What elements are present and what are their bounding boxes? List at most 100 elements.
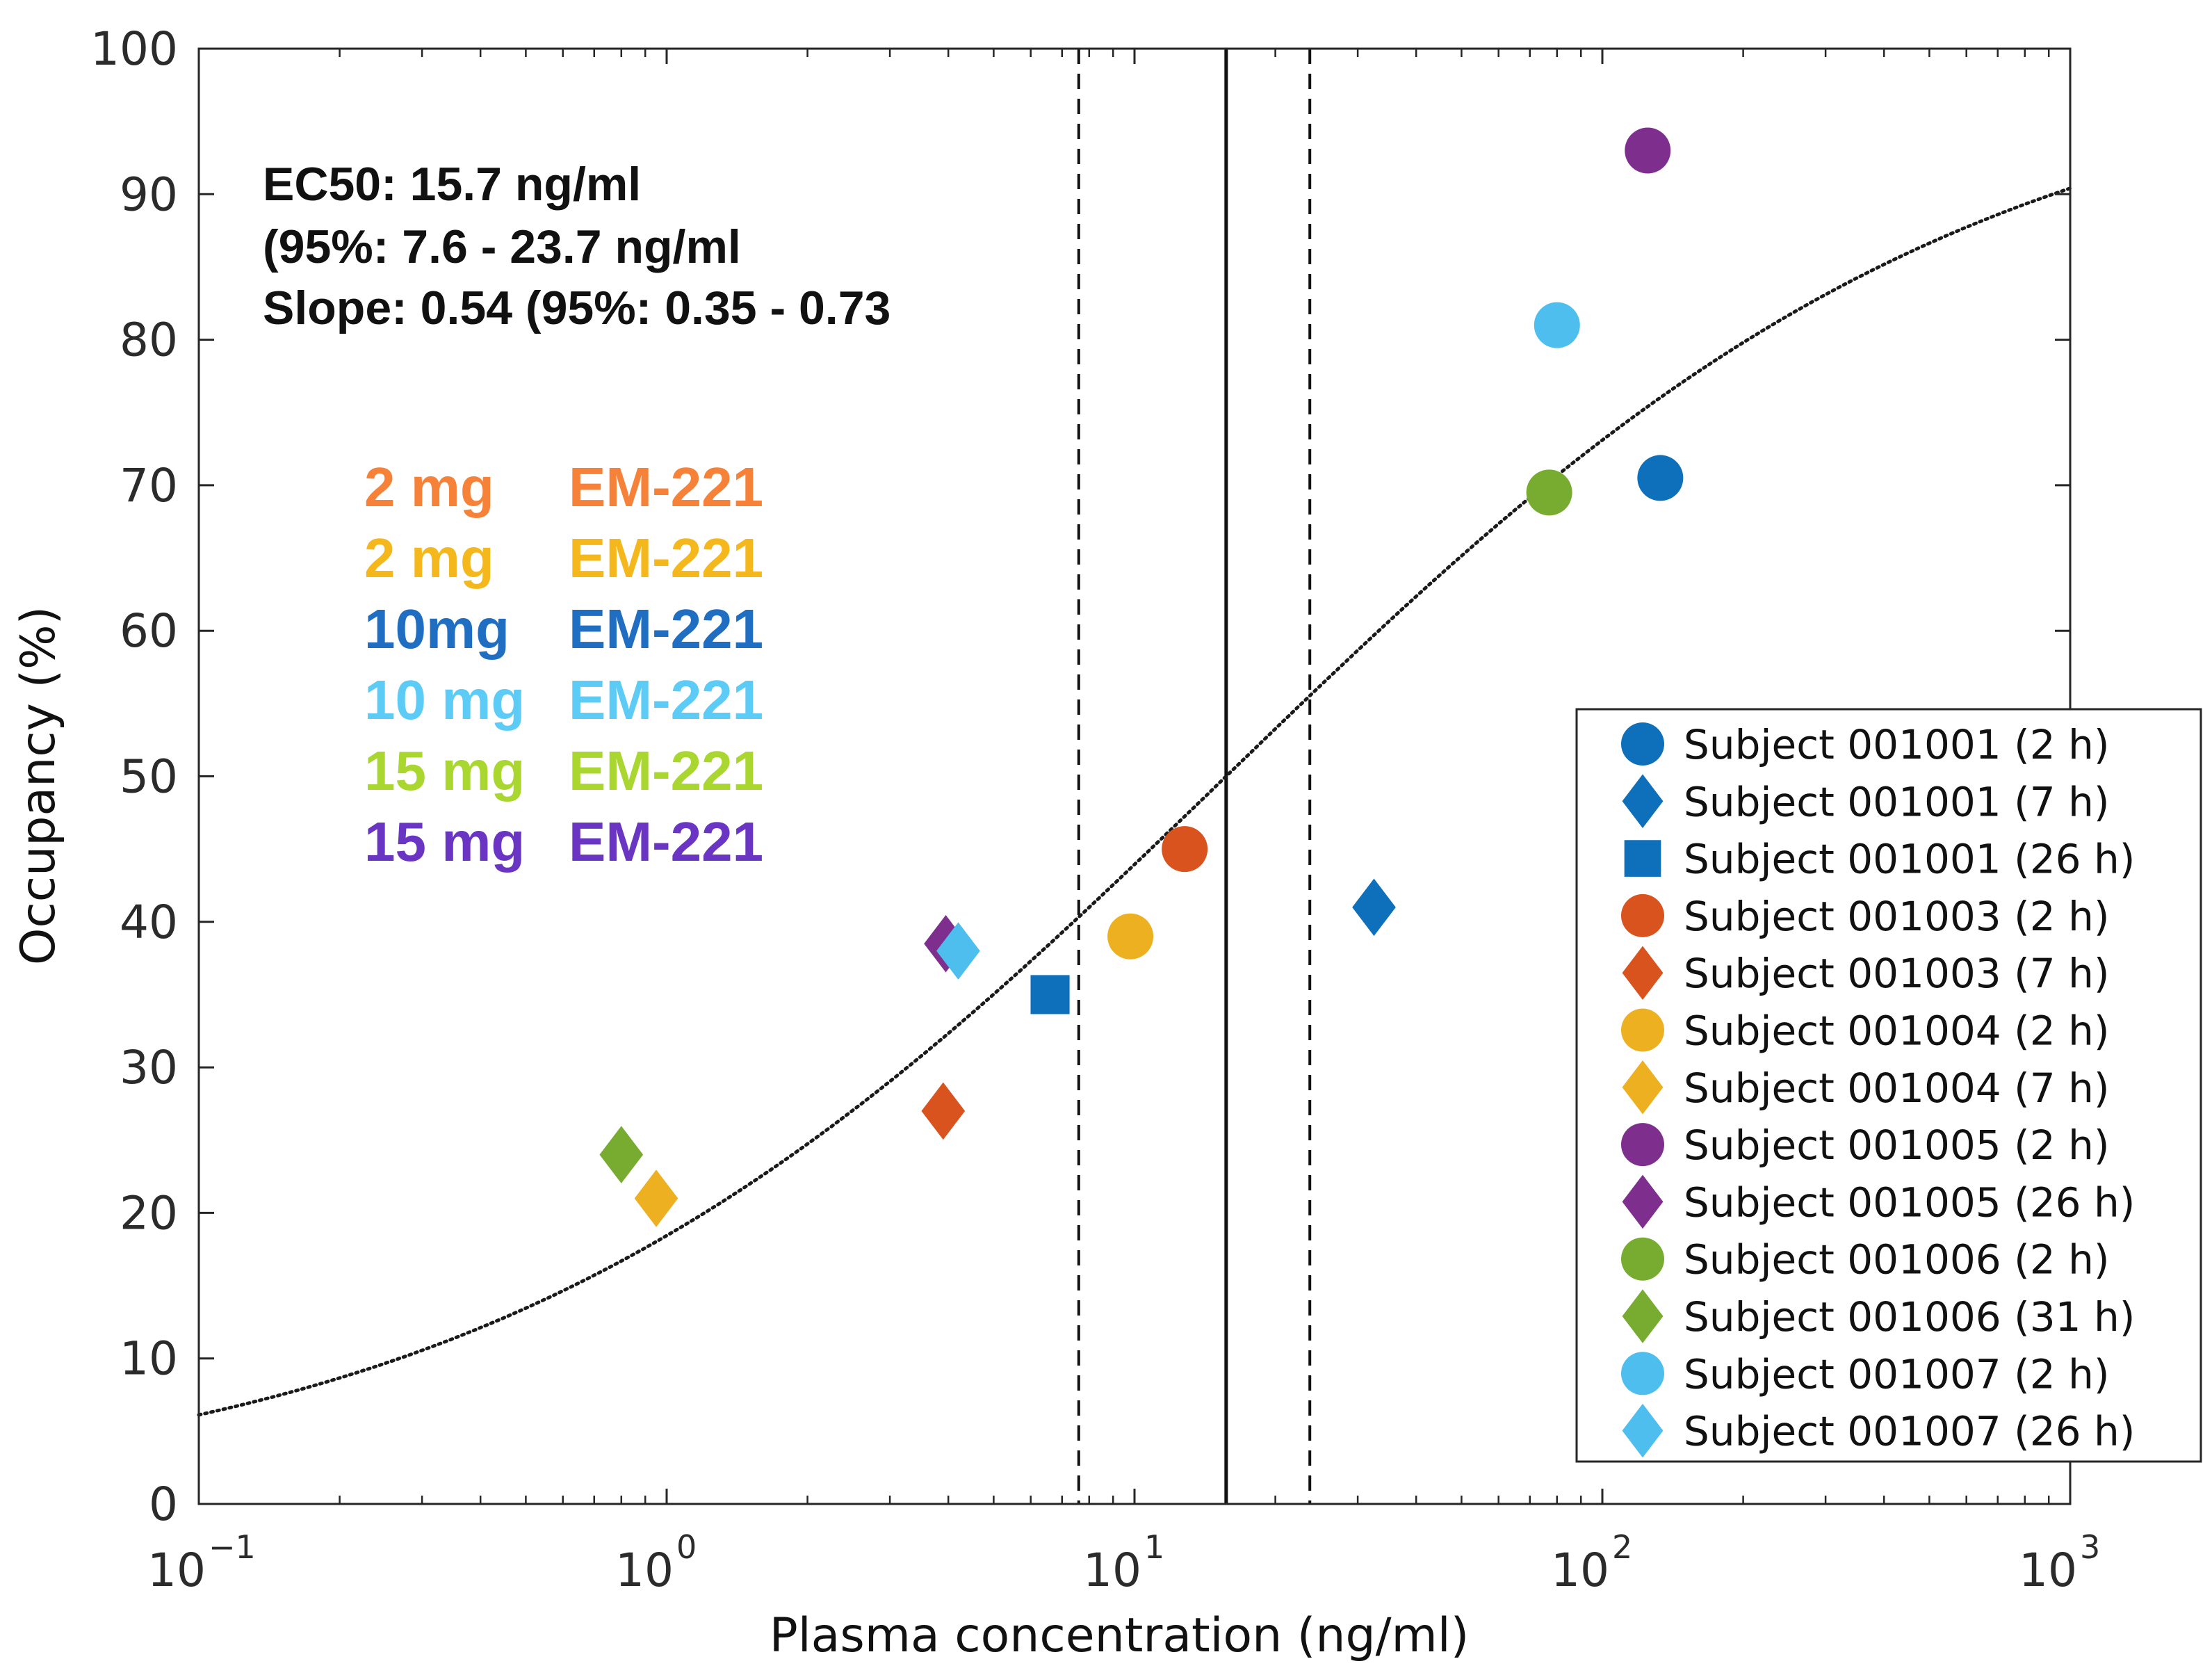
data-point <box>921 1082 966 1140</box>
legend-item: Subject 001001 (26 h) <box>1624 836 2135 883</box>
dose-drug: EM-221 <box>569 527 763 589</box>
legend-label: Subject 001001 (26 h) <box>1684 836 2135 883</box>
legend-marker <box>1621 722 1664 766</box>
x-tick-label: 10 −1 <box>147 1528 256 1597</box>
legend-marker <box>1621 1123 1664 1167</box>
x-tick-exponent: 1 <box>1144 1528 1164 1566</box>
legend-item: Subject 001001 (2 h) <box>1621 721 2109 768</box>
x-tick-exponent: −1 <box>209 1528 256 1566</box>
dose-drug: EM-221 <box>569 669 763 731</box>
y-tick-label: 90 <box>120 168 178 221</box>
legend-label: Subject 001004 (7 h) <box>1684 1065 2109 1112</box>
x-tick-labels: 10 −1 10 0 10 1 10 2 10 3 <box>147 1528 2100 1597</box>
dose-amount: 2 mg <box>364 456 494 518</box>
x-tick-label: 10 1 <box>1083 1528 1164 1597</box>
legend-label: Subject 001003 (7 h) <box>1684 950 2109 997</box>
reference-lines <box>1077 49 1312 1504</box>
data-point <box>1625 127 1671 174</box>
dose-amount: 10 mg <box>364 669 525 731</box>
dose-amount: 15 mg <box>364 740 525 802</box>
legend-label: Subject 001001 (2 h) <box>1684 721 2109 768</box>
x-tick-base: 10 <box>147 1544 206 1597</box>
dose-label: 2 mg EM-221 <box>364 527 763 589</box>
legend-marker <box>1622 946 1664 1000</box>
legend-label: Subject 001007 (26 h) <box>1684 1408 2135 1455</box>
legend-marker <box>1622 774 1664 829</box>
legend-label: Subject 001006 (31 h) <box>1684 1293 2135 1341</box>
dose-labels: 2 mg EM-221 2 mg EM-221 10mg EM-221 10 mg EM-22… <box>364 456 763 873</box>
legend-marker <box>1622 1403 1664 1458</box>
ec50-text: EC50: 15.7 ng/ml <box>263 158 641 211</box>
y-tick-label: 50 <box>120 750 178 804</box>
x-tick-label: 10 2 <box>1551 1528 1632 1597</box>
dose-label: 15 mg EM-221 <box>364 811 763 873</box>
data-point <box>1162 826 1208 873</box>
slope-text: Slope: 0.54 (95%: 0.35 - 0.73 <box>263 282 891 334</box>
legend-marker <box>1621 1352 1664 1395</box>
fit-curve <box>197 186 2072 1417</box>
dose-label: 2 mg EM-221 <box>364 456 763 518</box>
legend-item: Subject 001006 (31 h) <box>1622 1289 2135 1343</box>
dose-drug: EM-221 <box>569 811 763 873</box>
dose-amount: 15 mg <box>364 811 525 873</box>
y-tick-label: 80 <box>120 314 178 367</box>
x-tick-exponent: 2 <box>1612 1528 1632 1566</box>
y-tick-label: 40 <box>120 896 178 949</box>
fit-annotation: EC50: 15.7 ng/ml (95%: 7.6 - 23.7 ng/ml … <box>263 158 891 334</box>
x-tick-base: 10 <box>1083 1544 1141 1597</box>
y-tick-labels: 0 10 20 30 40 50 60 70 80 90 100 <box>90 22 178 1531</box>
data-point <box>1030 975 1070 1014</box>
y-tick-label: 10 <box>120 1332 178 1386</box>
legend-item: Subject 001006 (2 h) <box>1621 1236 2109 1284</box>
y-tick-label: 30 <box>120 1041 178 1094</box>
ci-text: (95%: 7.6 - 23.7 ng/ml <box>263 220 741 273</box>
legend-item: Subject 001007 (26 h) <box>1622 1403 2135 1458</box>
x-tick-base: 10 <box>1551 1544 1609 1597</box>
x-tick-base: 10 <box>2019 1544 2077 1597</box>
legend-label: Subject 001007 (2 h) <box>1684 1350 2109 1398</box>
legend-item: Subject 001003 (2 h) <box>1621 893 2109 940</box>
legend: Subject 001001 (2 h) Subject 001001 (7 h)… <box>1575 708 2202 1463</box>
dose-label: 15 mg EM-221 <box>364 740 763 802</box>
legend-marker <box>1622 1060 1664 1115</box>
data-point <box>634 1170 678 1227</box>
data-points <box>599 127 1684 1227</box>
data-point <box>599 1126 644 1183</box>
y-tick-label: 100 <box>90 22 178 76</box>
legend-item: Subject 001005 (2 h) <box>1621 1122 2109 1169</box>
x-tick-exponent: 3 <box>2080 1528 2100 1566</box>
legend-marker <box>1621 1008 1664 1052</box>
fit-curve-group <box>197 186 2072 1417</box>
legend-item: Subject 001001 (7 h) <box>1622 774 2109 829</box>
x-tick-label: 10 0 <box>615 1528 697 1597</box>
dose-amount: 10mg <box>364 598 510 660</box>
dose-label: 10mg EM-221 <box>364 598 763 660</box>
legend-label: Subject 001001 (7 h) <box>1684 778 2109 825</box>
dose-drug: EM-221 <box>569 740 763 802</box>
legend-item: Subject 001007 (2 h) <box>1621 1350 2109 1398</box>
legend-box <box>1575 708 2202 1463</box>
dose-label: 10 mg EM-221 <box>364 669 763 731</box>
legend-label: Subject 001003 (2 h) <box>1684 893 2109 940</box>
legend-label: Subject 001006 (2 h) <box>1684 1236 2109 1284</box>
data-point <box>1352 878 1396 937</box>
data-point <box>1637 455 1684 501</box>
y-axis-title: Occupancy (%) <box>11 606 66 965</box>
y-tick-label: 0 <box>149 1478 178 1531</box>
legend-marker <box>1624 840 1661 877</box>
x-tick-base: 10 <box>615 1544 674 1597</box>
legend-item: Subject 001005 (26 h) <box>1622 1174 2135 1229</box>
y-tick-label: 70 <box>120 459 178 512</box>
legend-marker <box>1622 1289 1664 1343</box>
data-point <box>1107 913 1154 960</box>
legend-label: Subject 001004 (2 h) <box>1684 1008 2109 1055</box>
legend-item: Subject 001004 (2 h) <box>1621 1008 2109 1055</box>
x-tick-exponent: 0 <box>676 1528 697 1566</box>
legend-label: Subject 001005 (2 h) <box>1684 1122 2109 1169</box>
y-tick-label: 60 <box>120 604 178 658</box>
data-point <box>1526 469 1572 516</box>
legend-item: Subject 001004 (7 h) <box>1622 1060 2109 1115</box>
dose-amount: 2 mg <box>364 527 494 589</box>
legend-label: Subject 001005 (26 h) <box>1684 1179 2135 1226</box>
